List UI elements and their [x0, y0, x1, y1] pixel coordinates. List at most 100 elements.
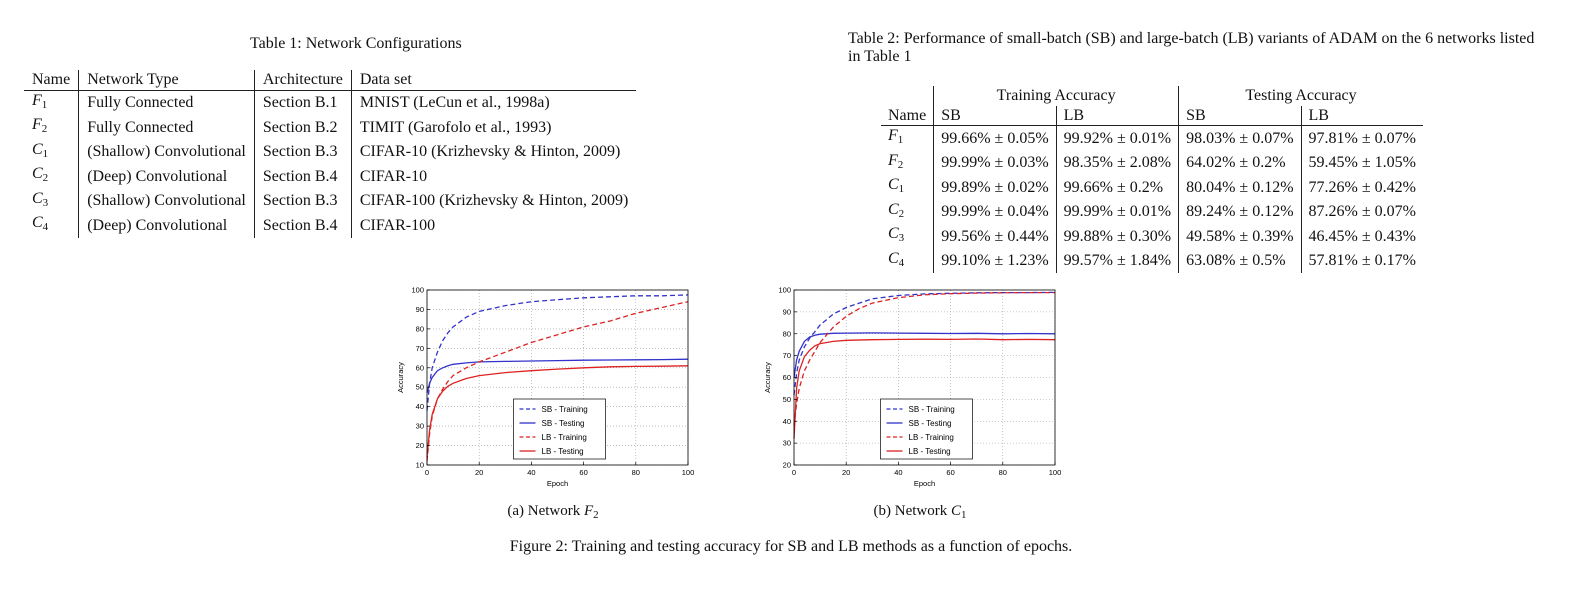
cell-network-type: Fully Connected: [78, 115, 255, 140]
x-axis-label: Epoch: [547, 479, 568, 488]
table1-grid: Name Network Type Architecture Data set …: [24, 70, 637, 238]
x-tick-label: 60: [579, 468, 587, 477]
legend-label: SB - Training: [909, 405, 955, 414]
row-name-symbol: C: [32, 165, 43, 182]
x-tick-label: 100: [682, 468, 695, 477]
cell-accuracy: 98.35% ± 2.08%: [1055, 150, 1179, 175]
y-axis-label: Accuracy: [396, 362, 405, 393]
x-tick-label: 100: [1049, 468, 1062, 477]
table2-corner: [881, 86, 934, 106]
cell-accuracy: 99.99% ± 0.03%: [933, 150, 1057, 175]
cell-dataset: TIMIT (Garofolo et al., 1993): [350, 115, 637, 140]
cell-accuracy: 46.45% ± 0.43%: [1300, 224, 1423, 249]
x-tick-label: 0: [425, 468, 429, 477]
row-name-symbol: C: [32, 140, 43, 158]
table-row: C3 (Shallow) Convolutional Section B.3 CIFA…: [24, 188, 637, 213]
cell-architecture: Section B.4: [253, 164, 352, 189]
legend-label: LB - Training: [542, 433, 587, 442]
x-tick-label: 40: [527, 468, 535, 477]
row-name-symbol: F: [32, 91, 42, 109]
x-tick-label: 40: [894, 468, 902, 477]
cell-accuracy: 99.57% ± 1.84%: [1055, 248, 1179, 273]
table2-group-header: Training Accuracy: [933, 86, 1179, 106]
series-line: [793, 291, 1055, 426]
cell-name: C1: [881, 175, 934, 200]
y-tick-label: 100: [411, 286, 424, 295]
row-name-subscript: 4: [898, 256, 905, 269]
subcaption-b-symbol: C: [950, 503, 961, 519]
table-row: C1 (Shallow) Convolutional Section B.3 CIFA…: [24, 139, 637, 165]
cell-network-type: (Shallow) Convolutional: [78, 139, 255, 164]
y-tick-label: 90: [416, 305, 424, 314]
figure-caption: Figure 2: Training and testing accuracy …: [509, 538, 1073, 555]
cell-architecture: Section B.2: [253, 115, 352, 140]
cell-architecture: Section B.3: [253, 139, 352, 164]
subcaption-a-prefix: (a) Network: [507, 503, 584, 519]
subcaption-b-subscript: 1: [961, 509, 967, 521]
y-tick-label: 20: [783, 461, 791, 470]
cell-accuracy: 99.89% ± 0.02%: [933, 175, 1057, 200]
row-name-subscript: 3: [898, 232, 905, 244]
series-line: [793, 332, 1056, 378]
row-name-subscript: 2: [898, 207, 905, 220]
cell-name: F2: [881, 151, 934, 176]
table-row: C2 99.99% ± 0.04% 99.99% ± 0.01% 89.24% ± 0…: [881, 199, 1423, 225]
row-name-symbol: C: [32, 189, 43, 207]
subcaption-a-subscript: 2: [593, 509, 599, 521]
x-tick-label: 80: [632, 468, 640, 477]
y-tick-label: 60: [783, 373, 791, 382]
legend-label: SB - Training: [542, 405, 588, 414]
row-name-subscript: 2: [897, 158, 904, 171]
subcaption-a: (a) Network F2: [453, 503, 653, 521]
table-row: F1 Fully Connected Section B.1 MNIST (LeCun…: [24, 90, 637, 115]
row-name-symbol: C: [32, 214, 43, 231]
series-line: [793, 338, 1056, 439]
chart-network-f2: 0 20 40 60 80 100 10 20 30 40 50 60 70 80 90 100 Epoch Ac…: [396, 286, 695, 489]
row-name-subscript: 1: [897, 134, 904, 146]
cell-name: C2: [881, 200, 934, 225]
y-tick-label: 50: [783, 395, 791, 404]
y-tick-label: 100: [778, 286, 791, 295]
table1-caption: Table 1: Network Configurations: [250, 35, 462, 52]
cell-accuracy: 99.66% ± 0.2%: [1055, 175, 1179, 200]
y-axis-label: Accuracy: [763, 362, 772, 393]
cell-dataset: CIFAR-10: [350, 164, 637, 189]
cell-dataset: MNIST (LeCun et al., 1998a): [350, 90, 637, 115]
y-tick-label: 80: [783, 329, 791, 338]
row-name-symbol: F: [888, 151, 898, 169]
table-row: C1 99.89% ± 0.02% 99.66% ± 0.2% 80.04% ± 0.…: [881, 175, 1423, 200]
cell-network-type: Fully Connected: [78, 90, 255, 115]
row-name-symbol: C: [888, 200, 899, 218]
table2-header: SB: [1178, 105, 1302, 126]
row-name-subscript: 3: [42, 196, 49, 209]
cell-name: F1: [24, 90, 79, 115]
subcaption-b-prefix: (b) Network: [873, 503, 951, 519]
row-name-subscript: 1: [898, 183, 905, 195]
cell-accuracy: 77.26% ± 0.42%: [1300, 175, 1423, 200]
row-name-symbol: F: [888, 127, 898, 144]
y-tick-label: 20: [416, 441, 424, 450]
y-tick-label: 80: [416, 324, 424, 333]
cell-accuracy: 64.02% ± 0.2%: [1178, 150, 1302, 175]
row-name-subscript: 2: [41, 123, 48, 135]
row-name-subscript: 4: [42, 221, 49, 233]
y-tick-label: 90: [783, 307, 791, 316]
table-row: F1 99.66% ± 0.05% 99.92% ± 0.01% 98.03% ± 0…: [881, 125, 1423, 151]
table-row: C4 99.10% ± 1.23% 99.57% ± 1.84% 63.08% ± 0…: [881, 248, 1423, 273]
legend-label: LB - Testing: [542, 447, 584, 456]
row-name-subscript: 2: [42, 172, 49, 184]
cell-accuracy: 99.66% ± 0.05%: [933, 125, 1057, 151]
legend-label: SB - Testing: [542, 419, 585, 428]
cell-name: C2: [24, 164, 79, 189]
cell-accuracy: 99.92% ± 0.01%: [1055, 125, 1179, 151]
cell-name: C1: [24, 140, 79, 165]
row-name-subscript: 1: [41, 98, 48, 111]
cell-accuracy: 99.56% ± 0.44%: [933, 224, 1057, 249]
cell-accuracy: 99.88% ± 0.30%: [1055, 224, 1179, 249]
cell-name: F1: [881, 126, 934, 151]
table1-header: Network Type: [78, 70, 255, 91]
row-name-symbol: C: [888, 225, 899, 242]
cell-name: C4: [24, 213, 79, 238]
x-tick-label: 80: [999, 468, 1007, 477]
cell-accuracy: 59.45% ± 1.05%: [1300, 150, 1423, 175]
